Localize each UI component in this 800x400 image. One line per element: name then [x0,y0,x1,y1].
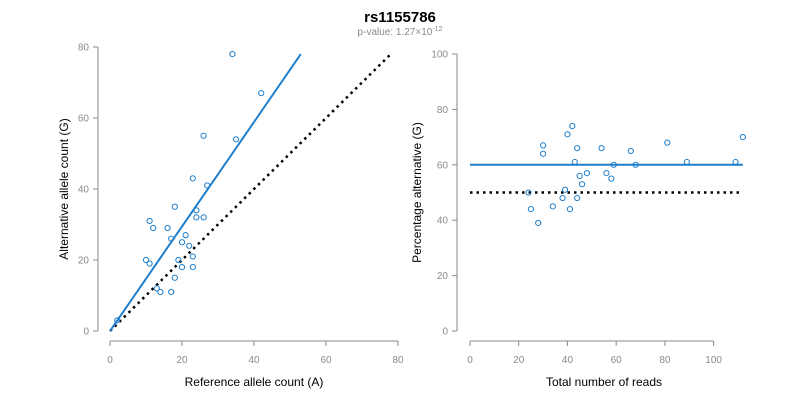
data-point [632,161,639,168]
y-tick-label: 80 [78,43,90,54]
data-point [608,175,615,182]
data-point [598,145,605,152]
data-point [578,181,586,188]
data-point [171,274,178,281]
data-point [193,214,200,221]
fit-line [109,53,302,332]
panel-percentage-alternative: 0 20 40 60 80 100 0 20 40 60 80 100 Total number of … [410,50,746,389]
chart-subtitle: p-value: 1.27×10-12 [358,26,443,38]
data-point [539,150,547,157]
data-point [683,158,690,166]
y-tick-label: 100 [431,50,448,61]
y-axis-label: Percentage alternative (G) [410,122,424,263]
y-tick-label: 0 [83,327,89,338]
data-point [178,264,186,271]
data-point [574,194,581,202]
data-point [566,206,573,213]
data-point [627,147,634,155]
y-tick-label: 40 [437,216,449,227]
data-point [164,224,171,232]
data-point [171,203,178,210]
y-tick-label: 0 [442,327,448,338]
data-point [527,206,535,213]
data-point [189,253,196,260]
y-tick-label: 60 [78,114,90,125]
x-tick-label: 40 [248,355,260,366]
subtitle-prefix: p-value: 1.27×10 [358,27,433,38]
data-point [559,194,566,202]
data-point [150,224,157,232]
x-axis-label: Reference allele count (A) [185,375,324,389]
y-tick-label: 40 [78,185,90,196]
data-point [549,203,556,210]
data-point [539,142,547,149]
data-point [200,132,207,139]
data-point [200,214,207,221]
data-point [189,264,196,271]
y-tick-label: 60 [437,160,449,171]
data-point [189,175,196,182]
x-tick-label: 60 [611,355,623,366]
x-tick-label: 0 [467,355,473,366]
data-point [561,186,569,193]
x-axis-label: Total number of reads [546,375,662,389]
x-tick-label: 100 [705,355,722,366]
data-point [168,288,175,296]
data-point [576,172,583,179]
data-point [574,145,581,152]
data-point [564,131,571,138]
chart-title: rs1155786 [364,9,436,26]
x-tick-label: 60 [320,355,332,366]
data-point [583,170,591,177]
data-point [571,158,578,166]
data-point [146,260,153,267]
data-point [258,90,265,97]
y-tick-label: 20 [78,256,90,267]
data-point [193,207,200,214]
data-point [603,170,610,177]
data-point [525,189,532,196]
data-point [157,288,164,296]
y-tick-label: 20 [437,271,449,282]
x-tick-label: 20 [513,355,525,366]
data-point [569,122,576,130]
x-tick-label: 20 [176,355,188,366]
data-point [146,217,153,225]
data-point [178,239,186,246]
y-axis-label: Alternative allele count (G) [57,118,71,259]
y-tick-label: 80 [437,105,449,116]
data-point [142,256,150,264]
data-point [182,232,189,239]
x-tick-label: 80 [659,355,671,366]
data-point [114,317,121,324]
data-point [153,285,160,292]
x-tick-label: 40 [562,355,574,366]
data-point [739,134,746,141]
panel-allele-counts: 0 20 40 60 80 0 20 40 60 80 Reference allele count… [57,43,404,390]
data-point [204,182,211,189]
data-point [610,161,617,168]
data-point [229,51,236,58]
x-tick-label: 0 [107,355,113,366]
data-point [175,256,182,264]
data-point [664,139,671,146]
subtitle-exponent: -12 [432,26,442,33]
data-point [535,219,542,227]
data-point [168,235,175,242]
data-point [186,242,193,249]
reference-line [109,53,392,332]
data-point [732,158,739,166]
x-tick-label: 80 [392,355,404,366]
data-point [232,136,240,143]
